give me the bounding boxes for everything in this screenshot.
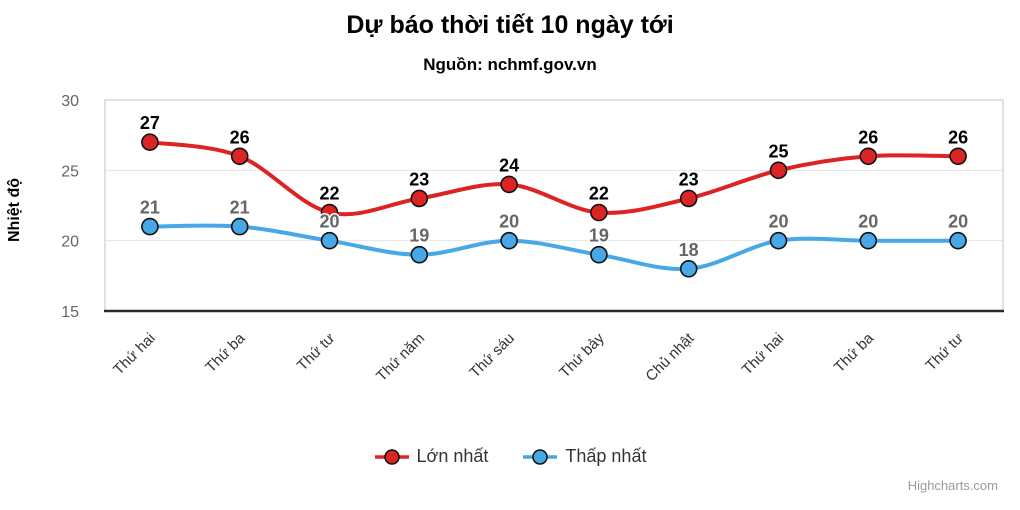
data-label: 19 — [589, 226, 609, 246]
legend-label-min: Thấp nhất — [565, 446, 647, 466]
data-label: 27 — [140, 113, 160, 133]
data-label: 25 — [768, 141, 788, 161]
data-label: 22 — [319, 184, 339, 204]
data-label: 18 — [679, 240, 699, 260]
data-label: 24 — [499, 155, 519, 175]
data-label: 22 — [589, 184, 609, 204]
data-point[interactable] — [769, 231, 788, 250]
data-point[interactable] — [949, 231, 967, 250]
data-point[interactable] — [320, 203, 339, 222]
data-point[interactable] — [949, 147, 967, 166]
x-axis-label: Thứ tư — [922, 330, 967, 375]
chart-title: Dự báo thời tiết 10 ngày tới — [346, 11, 674, 39]
x-axis-label: Thứ hai — [110, 330, 159, 379]
series-line-1 — [147, 223, 961, 272]
data-point[interactable] — [679, 259, 698, 278]
x-axis-label: Chủ nhật — [642, 329, 698, 385]
y-axis-label: 30 — [61, 93, 79, 110]
data-point[interactable] — [230, 217, 249, 236]
plot-border — [104, 99, 1004, 311]
data-label: 20 — [858, 212, 878, 232]
legend-label-max: Lớn nhất — [416, 446, 489, 466]
legend-item-max[interactable]: Lớn nhất — [374, 446, 489, 467]
data-point[interactable] — [859, 147, 878, 166]
data-label: 20 — [319, 212, 339, 232]
data-label: 20 — [499, 212, 519, 232]
x-axis-label: Thứ sáu — [466, 330, 518, 382]
data-point[interactable] — [141, 133, 159, 151]
data-label: 20 — [948, 212, 968, 232]
data-point[interactable] — [769, 161, 788, 180]
x-axis-label: Thứ tư — [294, 330, 339, 375]
legend: Lớn nhất Thấp nhất — [0, 446, 1020, 467]
chart-subtitle: Nguồn: nchmf.gov.vn — [423, 55, 597, 74]
data-label: 23 — [409, 169, 429, 189]
legend-marker-max-icon — [374, 448, 409, 465]
x-axis-label: Thứ bảy — [556, 329, 608, 381]
data-point[interactable] — [320, 231, 339, 250]
data-point[interactable] — [859, 231, 878, 250]
data-label: 19 — [409, 226, 429, 246]
y-axis-label: 20 — [61, 234, 79, 251]
x-axis-label: Thứ ba — [831, 329, 878, 376]
highcharts-credit[interactable]: Highcharts.com — [907, 478, 998, 493]
data-label: 26 — [948, 127, 968, 147]
y-axis-label: 25 — [61, 163, 79, 180]
data-label: 26 — [230, 127, 250, 147]
data-label: 21 — [230, 198, 250, 218]
legend-item-min[interactable]: Thấp nhất — [522, 446, 646, 467]
data-label: 23 — [679, 169, 699, 189]
data-point[interactable] — [500, 231, 518, 250]
data-point[interactable] — [679, 189, 698, 208]
data-label: 21 — [140, 198, 160, 218]
data-label: 20 — [768, 212, 788, 232]
x-axis-label: Thứ năm — [373, 330, 428, 385]
data-point[interactable] — [500, 175, 518, 194]
legend-marker-min-icon — [523, 448, 558, 465]
data-point[interactable] — [410, 189, 429, 208]
x-axis-label: Thứ ba — [202, 329, 249, 376]
data-label: 26 — [858, 127, 878, 147]
series-line-0 — [147, 140, 961, 217]
data-point[interactable] — [590, 245, 608, 264]
x-axis-label: Thứ hai — [739, 330, 788, 379]
data-point[interactable] — [230, 147, 249, 166]
data-point[interactable] — [590, 203, 608, 222]
data-point[interactable] — [141, 217, 159, 236]
data-point[interactable] — [410, 245, 429, 264]
y-axis-label: 15 — [61, 304, 79, 321]
